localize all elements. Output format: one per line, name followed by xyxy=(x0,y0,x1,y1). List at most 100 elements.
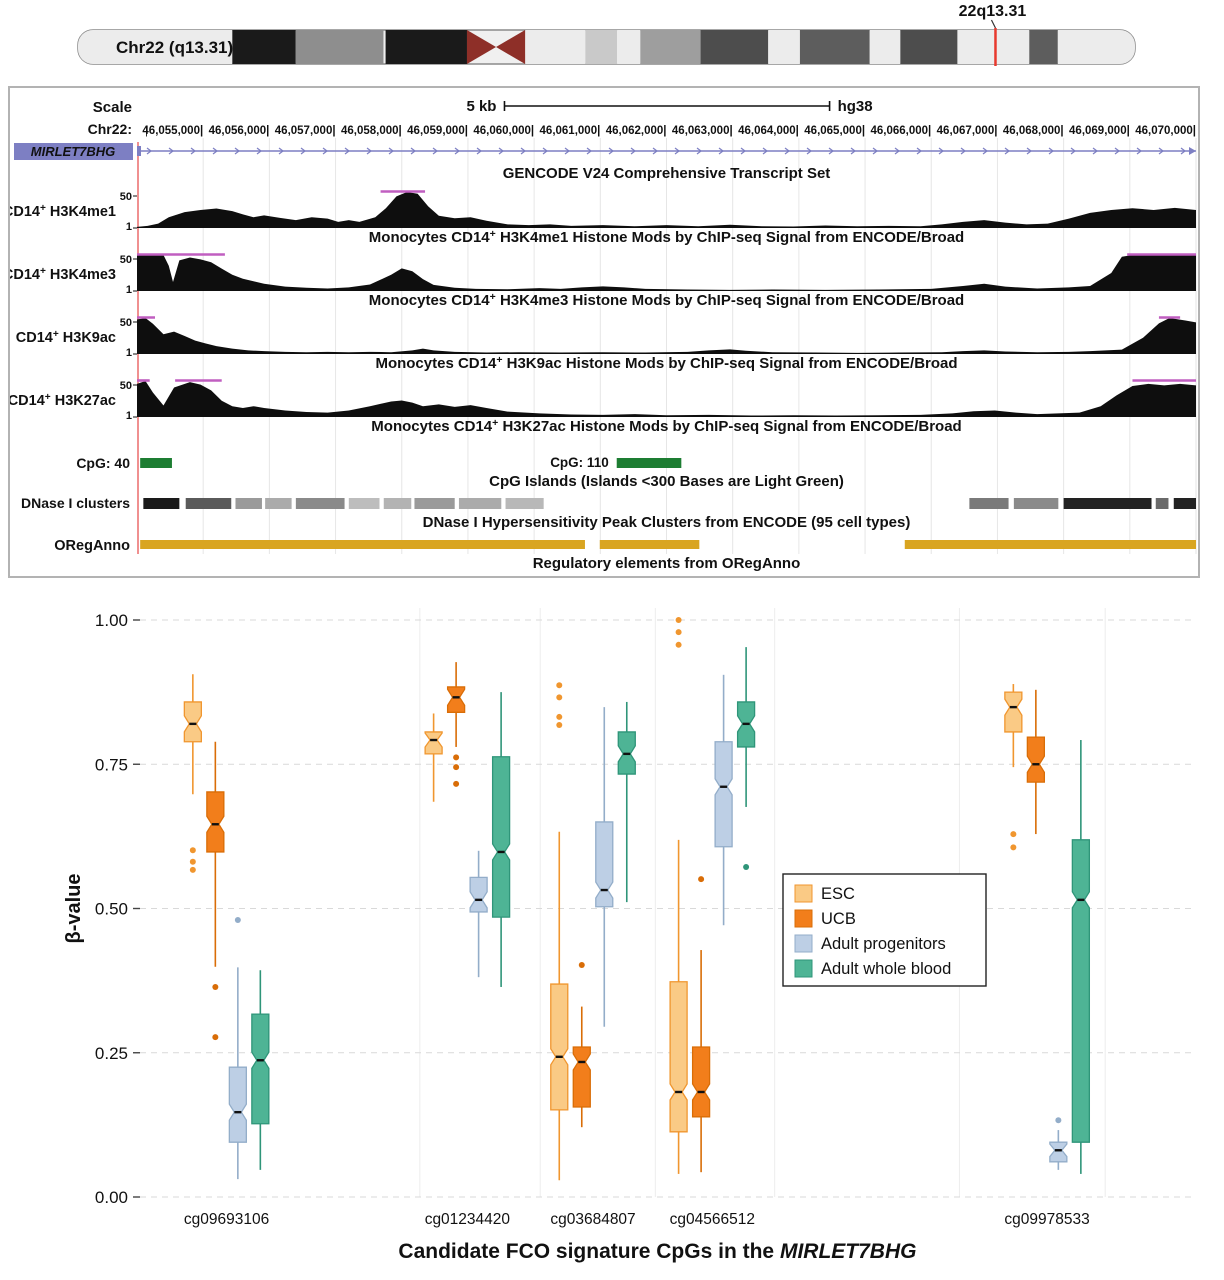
beta-value-boxplot: 0.00 0.25 0.50 0.75 1.00 β-value cg09693106 cg0… xyxy=(63,608,1196,1263)
outlier-point xyxy=(1010,844,1017,851)
coord-tick-label: 46,070,000| xyxy=(1135,125,1196,137)
chromosome-band xyxy=(385,30,467,64)
chromosome-band xyxy=(1057,30,1135,64)
box-adult-whole-blood xyxy=(491,756,511,918)
y-tick-label: 0.75 xyxy=(95,755,128,774)
chromosome-band xyxy=(78,30,233,64)
box-adult-progenitors xyxy=(1049,1141,1068,1163)
outlier-point xyxy=(453,780,460,787)
dnase-cluster xyxy=(235,498,262,509)
outlier-point xyxy=(212,983,219,990)
coord-tick-label: 46,063,000| xyxy=(672,125,733,137)
scale-bar xyxy=(503,101,831,111)
gene-arrowhead xyxy=(1189,147,1196,155)
chromosome-band xyxy=(525,30,586,64)
outlier-point xyxy=(743,863,750,870)
track-caption: Monocytes CD14+ H3K9ac Histone Mods by C… xyxy=(375,354,957,372)
chromosome-label: Chr22 (q13.31) xyxy=(116,38,233,57)
x-tick-label: cg04566512 xyxy=(670,1211,755,1228)
coord-tick-label: 46,058,000| xyxy=(341,125,402,137)
chromosome-band xyxy=(957,30,1030,64)
box-esc xyxy=(550,983,569,1111)
chipseq-signal-area xyxy=(137,318,1196,354)
coord-tick-label: 46,057,000| xyxy=(275,125,336,137)
y-tick-label: 0.25 xyxy=(95,1044,128,1063)
coord-tick-label: 46,064,000| xyxy=(738,125,799,137)
oreganno-element xyxy=(140,540,585,549)
chipseq-signal-area xyxy=(137,381,1196,417)
y-axis-title: β-value xyxy=(63,873,85,943)
coord-tick-label: 46,061,000| xyxy=(540,125,601,137)
legend-label: Adult progenitors xyxy=(821,935,946,953)
track-ymax: 50 xyxy=(120,317,132,329)
dnase-cluster xyxy=(383,498,412,509)
y-tick-label: 0.50 xyxy=(95,900,128,919)
histone-track-h3k9ac: CD14+ H3K9ac 50 1 Monocytes CD14+ H3K9ac Hi… xyxy=(16,316,1196,372)
box-ucb xyxy=(691,1046,711,1118)
legend-label: UCB xyxy=(821,910,856,928)
chipseq-signal-area xyxy=(137,192,1196,228)
gene-model xyxy=(137,147,1196,155)
cpg-group-cg03684807 xyxy=(550,682,636,1181)
chromosome-band xyxy=(295,30,384,64)
dnase-label: DNase I clusters xyxy=(21,495,130,511)
x-tick-label: cg01234420 xyxy=(425,1211,511,1228)
ruler-gridlines xyxy=(202,138,1197,554)
gene-exon xyxy=(137,146,141,156)
box-ucb xyxy=(446,686,466,713)
y-tick-label: 1.00 xyxy=(95,611,128,630)
scale-bar-label: 5 kb xyxy=(466,98,496,115)
genome-browser-panel: Scale 5 kb hg38 Chr22: | 46,055,000| 46,056,00… xyxy=(3,86,1200,578)
box-esc xyxy=(183,701,202,743)
chromosome-band xyxy=(640,30,701,64)
box-adult-progenitors xyxy=(228,1066,247,1143)
track-label: CD14+ H3K9ac xyxy=(16,329,116,346)
box-ucb xyxy=(1026,736,1046,783)
track-ymin: 1 xyxy=(126,221,132,233)
dnase-cluster xyxy=(295,498,345,509)
track-label: CD14+ H3K4me3 xyxy=(10,266,116,283)
dnase-cluster xyxy=(505,498,544,509)
box-esc xyxy=(424,731,443,755)
box-adult-progenitors xyxy=(595,821,614,908)
scale-label: Scale xyxy=(93,99,132,116)
x-tick-label: cg09693106 xyxy=(184,1211,269,1228)
track-label: CD14+ H3K4me1 xyxy=(10,203,116,220)
chromosome-band xyxy=(232,30,296,64)
outlier-point xyxy=(556,713,563,720)
box-adult-progenitors xyxy=(469,876,488,913)
dnase-cluster xyxy=(265,498,292,509)
box-esc xyxy=(669,981,688,1133)
track-ymin: 1 xyxy=(126,410,132,422)
outlier-point xyxy=(675,641,682,648)
chromosome-band xyxy=(585,30,618,64)
box-esc xyxy=(1004,691,1023,733)
cpg-island xyxy=(140,458,172,468)
box-adult-whole-blood xyxy=(1071,839,1091,1143)
cpg-group-cg09978533 xyxy=(1004,684,1091,1174)
outlier-point xyxy=(1055,1117,1062,1124)
y-tick-label: 0.00 xyxy=(95,1188,128,1207)
outlier-point xyxy=(698,876,705,883)
histone-track-h3k4me3: CD14+ H3K4me3 50 1 Monocytes CD14+ H3K4me3 … xyxy=(3,253,1196,309)
box-adult-whole-blood xyxy=(251,1013,270,1125)
chipseq-signal-area xyxy=(137,255,1196,291)
dnase-cluster xyxy=(348,498,380,509)
coord-tick-label: 46,055,000| xyxy=(142,125,203,137)
gene-name: MIRLET7BHG xyxy=(31,144,116,159)
coord-tick-label: 46,068,000| xyxy=(1003,125,1064,137)
dnase-cluster xyxy=(143,498,180,509)
histone-track-h3k27ac: CD14+ H3K27ac 50 1 Monocytes CD14+ H3K27ac … xyxy=(8,379,1196,435)
cpg-mid-label: CpG: 110 xyxy=(550,455,609,470)
coord-tick-label: 46,062,000| xyxy=(606,125,667,137)
dnase-cluster xyxy=(1173,498,1196,509)
outlier-point xyxy=(189,866,196,873)
outlier-point xyxy=(189,847,196,854)
box-ucb xyxy=(572,1046,591,1108)
outlier-point xyxy=(556,694,563,701)
track-caption: Monocytes CD14+ H3K27ac Histone Mods by … xyxy=(371,417,961,435)
x-tick-label: cg03684807 xyxy=(550,1211,635,1228)
chromosome-band xyxy=(768,30,800,64)
chromosome-band xyxy=(617,30,641,64)
coord-tick-label: 46,066,000| xyxy=(870,125,931,137)
